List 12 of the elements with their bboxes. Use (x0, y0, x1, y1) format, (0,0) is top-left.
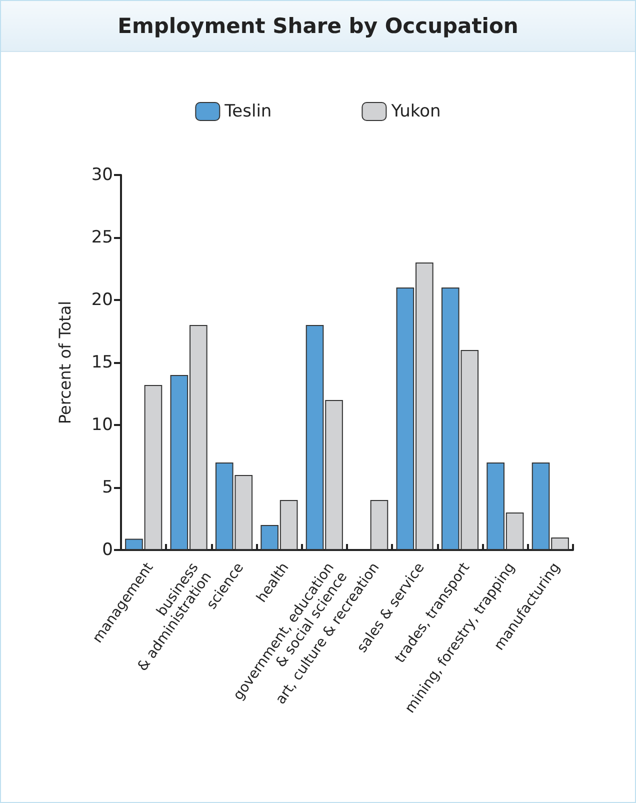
y-tick-label: 0 (102, 540, 113, 560)
y-tick-label: 20 (91, 290, 113, 310)
legend-label: Teslin (224, 102, 272, 122)
legend-label: Yukon (390, 102, 441, 122)
y-tick-label: 10 (91, 415, 113, 435)
y-tick-label: 15 (91, 352, 113, 372)
y-tick-label: 25 (91, 228, 113, 248)
y-tick-label: 30 (91, 165, 113, 185)
bar (370, 500, 388, 550)
y-axis-title: Percent of Total (56, 300, 74, 424)
y-tick-label: 5 (102, 478, 113, 498)
chart-title: Employment Share by Occupation (1, 1, 635, 52)
